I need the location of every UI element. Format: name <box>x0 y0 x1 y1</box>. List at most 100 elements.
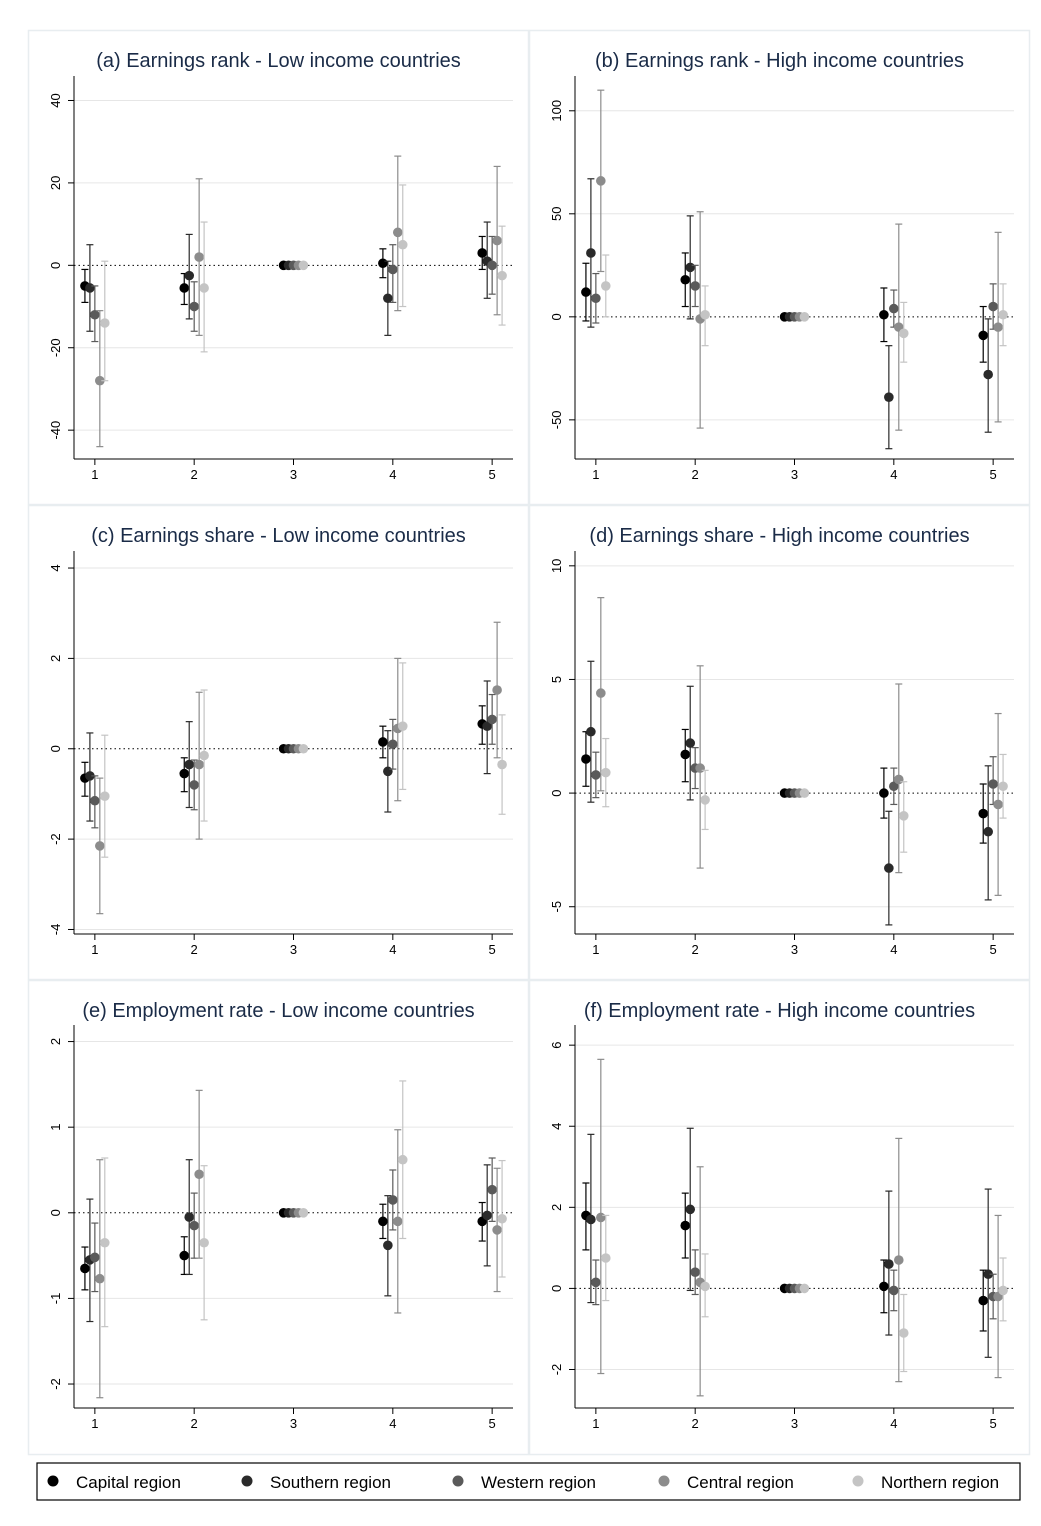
data-point <box>85 771 95 781</box>
data-point <box>482 1210 492 1221</box>
x-tick-label: 3 <box>791 1416 798 1431</box>
y-tick-label: 2 <box>48 655 63 662</box>
y-tick-label: 2 <box>549 1204 564 1211</box>
data-point <box>184 759 195 770</box>
panel-b: (b) Earnings rank - High income countrie… <box>528 29 1031 506</box>
data-point <box>978 808 989 819</box>
data-point <box>591 293 601 304</box>
data-point <box>487 714 497 725</box>
x-tick-label: 2 <box>692 1416 699 1431</box>
panel-title: (d) Earnings share - High income countri… <box>589 525 969 547</box>
x-tick-label: 5 <box>489 1416 496 1431</box>
x-tick-label: 5 <box>990 1416 997 1431</box>
panel-c: (c) Earnings share - Low income countrie… <box>27 504 530 981</box>
series-northern <box>99 184 507 382</box>
x-tick-label: 4 <box>389 942 396 957</box>
data-point <box>388 264 398 275</box>
panel-title: (a) Earnings rank - Low income countries <box>96 50 461 72</box>
series-capital <box>80 1201 488 1291</box>
data-point <box>586 726 596 737</box>
y-tick-label: 0 <box>48 1209 63 1216</box>
x-tick-label: 4 <box>389 467 396 482</box>
y-tick-label: -4 <box>48 924 63 936</box>
data-point <box>383 1240 393 1251</box>
panel-title: (c) Earnings share - Low income countrie… <box>91 525 466 547</box>
y-tick-label: 4 <box>549 1123 564 1130</box>
data-point <box>685 1204 696 1215</box>
series-western <box>591 1249 998 1320</box>
data-point <box>492 235 502 246</box>
data-point <box>879 1281 889 1292</box>
y-tick-label: 10 <box>549 559 564 573</box>
series-southern <box>586 1127 993 1358</box>
y-tick-label: -5 <box>549 901 564 913</box>
data-point <box>378 258 388 269</box>
data-point <box>492 685 502 695</box>
x-tick-label: 3 <box>791 942 798 957</box>
data-point <box>690 1267 700 1277</box>
data-point <box>85 283 95 293</box>
series-northern <box>600 737 1008 853</box>
series-capital <box>581 1182 989 1332</box>
series-southern <box>85 680 492 822</box>
data-point <box>799 1283 810 1294</box>
data-point <box>90 1252 100 1263</box>
x-tick-label: 1 <box>592 467 599 482</box>
data-point <box>884 863 894 873</box>
x-tick-label: 5 <box>990 942 997 957</box>
data-point <box>591 770 601 780</box>
data-point <box>695 763 705 773</box>
x-tick-label: 2 <box>191 942 198 957</box>
series-northern <box>99 662 507 858</box>
data-point <box>99 791 110 801</box>
data-point <box>998 309 1008 320</box>
x-tick-label: 1 <box>91 1416 98 1431</box>
data-point <box>477 248 488 258</box>
series-central <box>95 1089 502 1399</box>
data-point <box>993 799 1003 810</box>
data-point <box>497 759 507 770</box>
data-point <box>179 1250 190 1261</box>
data-point <box>978 330 989 341</box>
data-point <box>596 176 606 186</box>
data-point <box>591 1277 601 1288</box>
x-tick-label: 1 <box>91 942 98 957</box>
data-point <box>497 270 507 281</box>
data-point <box>879 309 889 320</box>
data-point <box>978 1295 989 1306</box>
data-point <box>700 1281 710 1292</box>
data-point <box>893 774 904 785</box>
data-point <box>998 781 1008 792</box>
y-tick-label: 0 <box>549 313 564 320</box>
y-tick-label: 0 <box>549 789 564 796</box>
y-tick-label: 0 <box>48 262 63 269</box>
series-central <box>596 597 1003 896</box>
y-tick-label: -2 <box>48 833 63 845</box>
legend: Capital region Southern region Western r… <box>36 1462 1021 1501</box>
x-tick-label: 2 <box>191 1416 198 1431</box>
x-tick-label: 4 <box>389 1416 396 1431</box>
series-central <box>95 621 502 915</box>
data-point <box>596 1212 606 1223</box>
y-tick-label: 2 <box>48 1038 63 1045</box>
legend-marker-capital <box>47 1475 59 1487</box>
x-tick-label: 1 <box>592 1416 599 1431</box>
y-tick-label: 40 <box>48 93 63 107</box>
data-point <box>199 1237 209 1248</box>
x-tick-label: 2 <box>692 467 699 482</box>
data-point <box>889 781 899 792</box>
x-tick-label: 2 <box>692 942 699 957</box>
data-point <box>884 392 894 402</box>
data-point <box>95 841 105 851</box>
data-point <box>983 826 993 837</box>
data-point <box>893 1255 904 1265</box>
panel-border <box>528 29 1031 506</box>
data-point <box>497 1213 507 1224</box>
data-point <box>988 779 998 789</box>
legend-marker-northern <box>852 1475 864 1487</box>
panel-d: (d) Earnings share - High income countri… <box>528 504 1031 981</box>
legend-label-northern: Northern region <box>881 1473 999 1492</box>
data-point <box>487 1184 497 1195</box>
data-point <box>596 688 606 698</box>
y-tick-label: -2 <box>48 1378 63 1390</box>
